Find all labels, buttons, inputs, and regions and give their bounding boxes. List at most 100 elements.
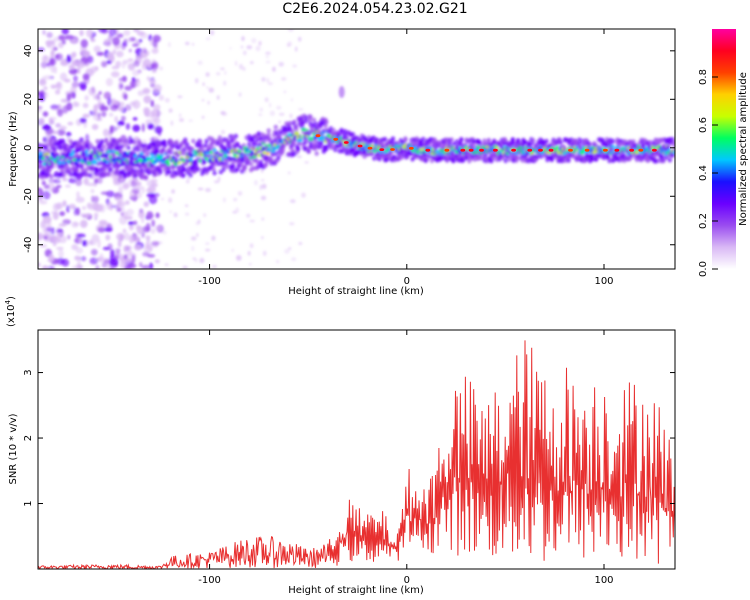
spectral-blob bbox=[306, 149, 311, 155]
spectral-blob bbox=[294, 124, 299, 129]
spectral-blob bbox=[171, 189, 175, 194]
spectral-blob bbox=[66, 55, 72, 64]
spectral-blob bbox=[140, 32, 148, 39]
spectral-blob bbox=[141, 264, 151, 269]
spectral-blob bbox=[204, 138, 209, 144]
y-tick-label: 40 bbox=[23, 44, 34, 57]
spectral-blob bbox=[204, 157, 209, 161]
spectral-blob bbox=[190, 236, 197, 241]
spectral-blob bbox=[197, 60, 203, 65]
spectral-blob bbox=[314, 151, 319, 156]
spectral-blob bbox=[98, 91, 102, 95]
spectral-blob bbox=[80, 39, 89, 48]
spectral-blob bbox=[61, 29, 69, 35]
spectral-blob bbox=[258, 41, 262, 46]
spectral-blob bbox=[224, 70, 227, 75]
spectral-blob bbox=[221, 167, 226, 173]
spectral-blob bbox=[97, 239, 101, 249]
spectral-blob bbox=[94, 104, 101, 110]
spectral-blob bbox=[192, 257, 196, 260]
spectral-blob bbox=[233, 153, 237, 157]
spectral-blob bbox=[170, 120, 174, 126]
spectral-blob bbox=[110, 265, 114, 269]
spectral-blob bbox=[148, 79, 157, 84]
spectral-blob bbox=[300, 120, 305, 126]
spectral-blob bbox=[120, 253, 124, 260]
spectral-blob bbox=[126, 37, 132, 43]
spectral-blob bbox=[212, 170, 217, 176]
spectral-blob bbox=[303, 118, 309, 124]
spectral-blob bbox=[47, 167, 52, 173]
spectral-blob bbox=[147, 123, 155, 130]
spectral-blob bbox=[62, 105, 69, 114]
spectral-blob bbox=[99, 139, 105, 144]
spectral-hotspot bbox=[548, 148, 554, 152]
spectral-blob bbox=[143, 107, 151, 114]
spectral-blob bbox=[122, 182, 130, 190]
spectral-blob bbox=[547, 151, 551, 155]
spectral-blob bbox=[43, 184, 50, 189]
spectral-blob bbox=[223, 80, 227, 86]
spectral-blob bbox=[222, 197, 226, 203]
spectral-blob bbox=[132, 43, 139, 47]
spectral-blob bbox=[197, 219, 201, 224]
spectral-blob bbox=[83, 177, 89, 186]
spectral-blob bbox=[128, 221, 134, 226]
spectral-blob bbox=[515, 155, 521, 161]
spectral-blob bbox=[136, 145, 141, 151]
chart-title: C2E6.2024.054.23.02.G21 bbox=[282, 1, 468, 17]
spectral-blob bbox=[151, 109, 159, 117]
spectral-blob bbox=[71, 52, 77, 59]
snr-panel: 1 2 3 -100 0 100 (x104) Height of straight l… bbox=[4, 296, 676, 596]
spectral-blob bbox=[276, 105, 282, 110]
spectral-blob bbox=[110, 249, 115, 257]
spectral-blob bbox=[199, 257, 205, 264]
spectral-blob bbox=[268, 102, 272, 108]
spectrogram-x-axis: -100 0 100 bbox=[198, 29, 614, 287]
spectral-blob bbox=[153, 84, 162, 93]
spectral-blob bbox=[298, 138, 303, 142]
spectral-blob bbox=[117, 239, 122, 248]
spectral-blob bbox=[128, 223, 134, 231]
snr-series-line bbox=[38, 340, 675, 569]
spectral-blob bbox=[114, 167, 120, 173]
spectral-blob bbox=[68, 203, 76, 210]
spectral-hotspot bbox=[584, 148, 590, 152]
spectral-hotspot bbox=[603, 148, 608, 152]
spectral-blob bbox=[112, 36, 120, 46]
spectral-blob bbox=[195, 166, 200, 172]
spectral-blob bbox=[242, 164, 247, 170]
spectral-blob bbox=[43, 225, 52, 230]
spectral-blob bbox=[124, 265, 132, 269]
spectral-blob bbox=[59, 72, 68, 81]
spectral-blob bbox=[308, 114, 313, 120]
spectral-blob bbox=[205, 248, 211, 252]
spectral-hotspot bbox=[468, 148, 474, 152]
spectral-blob bbox=[221, 111, 228, 116]
spectral-blob bbox=[86, 182, 95, 187]
spectral-blob bbox=[132, 124, 141, 132]
spectral-blob bbox=[233, 197, 238, 202]
spectral-blob bbox=[114, 196, 124, 202]
spectral-blob bbox=[101, 111, 107, 117]
spectral-blob bbox=[144, 175, 149, 181]
spectral-blob bbox=[141, 231, 145, 238]
spectral-blob bbox=[196, 233, 199, 237]
colorbar-tick-label: 0.6 bbox=[698, 117, 709, 133]
spectral-blob bbox=[205, 242, 210, 245]
spectral-blob bbox=[302, 146, 308, 152]
spectral-blob bbox=[259, 107, 263, 112]
y-tick-label: 3 bbox=[23, 369, 34, 375]
spectral-blob bbox=[83, 50, 91, 58]
spectral-blob bbox=[262, 250, 267, 256]
spectral-blob bbox=[459, 137, 464, 142]
spectral-blob bbox=[90, 248, 98, 256]
spectral-blob bbox=[86, 202, 93, 209]
spectral-blob bbox=[113, 104, 118, 109]
colorbar-ticks: 0.0 0.2 0.4 0.6 0.8 bbox=[698, 69, 718, 277]
spectral-blob bbox=[148, 195, 158, 205]
spectrogram-panel: -40 -20 0 20 40 -100 0 100 Height of straight … bbox=[8, 28, 676, 297]
spectral-blob bbox=[140, 171, 145, 177]
spectral-blob bbox=[213, 180, 220, 184]
spectral-blob bbox=[80, 256, 87, 262]
